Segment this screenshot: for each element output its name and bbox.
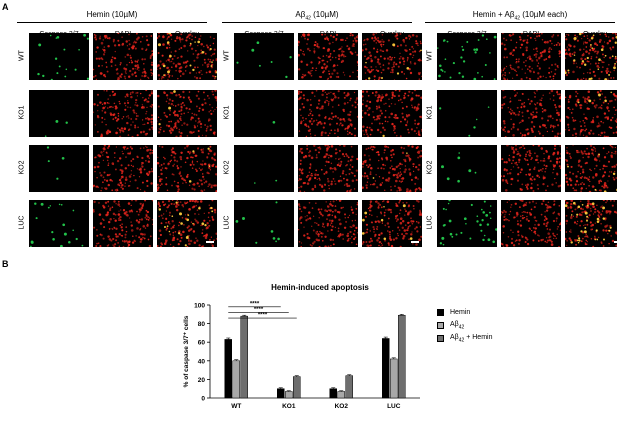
apoptosis-chart: Hemin-induced apoptosis 0 20 40 60 80 100 % of … bbox=[170, 280, 470, 420]
legend-swatch bbox=[437, 335, 444, 342]
legend-swatch bbox=[437, 322, 444, 329]
image-group-1: Hemin (10µM)Caspase 3/7DAPIOverlayWTKO1K… bbox=[17, 10, 207, 250]
image-group-2: Aβ42 (10µM)Caspase 3/7DAPIOverlayWTKO1KO… bbox=[222, 10, 412, 250]
row-label-luc: LUC bbox=[224, 202, 231, 242]
micrograph-caspase bbox=[29, 200, 89, 247]
panel-b-letter: B bbox=[2, 259, 9, 269]
significance-label: **** bbox=[258, 313, 268, 319]
x-tick-label: KO1 bbox=[282, 403, 296, 410]
image-group-3: Hemin + Aβ42 (10µM each)Caspase 3/7DAPIO… bbox=[425, 10, 615, 250]
legend-label: Aβ42 + Hemin bbox=[450, 334, 492, 343]
bar-Aβ42-+-Hemin bbox=[398, 315, 405, 398]
micrograph-dapi bbox=[501, 145, 561, 192]
legend-item: Aβ42 bbox=[437, 319, 492, 332]
y-tick-label: 80 bbox=[198, 321, 206, 328]
micrograph-overlay bbox=[565, 200, 617, 247]
micrograph-overlay bbox=[157, 90, 217, 137]
bar-Aβ42-+-Hemin bbox=[346, 376, 353, 398]
micrograph-caspase bbox=[234, 90, 294, 137]
row-label-wt: WT bbox=[224, 35, 231, 75]
y-tick-label: 0 bbox=[201, 396, 205, 403]
bar-Aβ42 bbox=[338, 391, 345, 398]
row-label-ko2: KO2 bbox=[19, 147, 26, 187]
group-rule bbox=[425, 22, 615, 23]
micrograph-caspase bbox=[437, 200, 497, 247]
micrograph-dapi bbox=[93, 145, 153, 192]
group-title: Hemin + Aβ42 (10µM each) bbox=[425, 10, 615, 22]
group-rule bbox=[17, 22, 207, 23]
micrograph-caspase bbox=[29, 33, 89, 80]
micrograph-dapi bbox=[93, 200, 153, 247]
row-label-wt: WT bbox=[19, 35, 26, 75]
bar-Aβ42-+-Hemin bbox=[293, 377, 300, 398]
micrograph-caspase bbox=[29, 145, 89, 192]
micrograph-caspase bbox=[437, 145, 497, 192]
group-title: Aβ42 (10µM) bbox=[222, 10, 412, 22]
chart-legend: Hemin Aβ42 Aβ42 + Hemin bbox=[437, 306, 492, 345]
micrograph-dapi bbox=[501, 90, 561, 137]
micrograph-dapi bbox=[298, 90, 358, 137]
bar-Aβ42-+-Hemin bbox=[241, 316, 248, 398]
x-tick-label: WT bbox=[231, 403, 241, 410]
chart-svg: Hemin-induced apoptosis 0 20 40 60 80 100 % of … bbox=[170, 280, 470, 420]
bar-Aβ42 bbox=[285, 391, 292, 398]
micrograph-dapi bbox=[501, 200, 561, 247]
micrograph-dapi bbox=[93, 90, 153, 137]
micrograph-dapi bbox=[298, 200, 358, 247]
bar-Aβ42 bbox=[233, 361, 240, 398]
legend-item: Aβ42 + Hemin bbox=[437, 332, 492, 345]
bar-Aβ42 bbox=[390, 359, 397, 398]
micrograph-dapi bbox=[501, 33, 561, 80]
micrograph-overlay bbox=[157, 145, 217, 192]
group-title: Hemin (10µM) bbox=[17, 10, 207, 19]
micrograph-caspase bbox=[29, 90, 89, 137]
x-tick-label: LUC bbox=[387, 403, 401, 410]
row-label-ko2: KO2 bbox=[427, 147, 434, 187]
micrograph-overlay bbox=[362, 200, 422, 247]
y-tick-label: 60 bbox=[198, 340, 206, 347]
legend-item: Hemin bbox=[437, 306, 492, 319]
chart-title: Hemin-induced apoptosis bbox=[271, 283, 369, 292]
scale-bar bbox=[206, 241, 214, 243]
row-label-ko1: KO1 bbox=[19, 92, 26, 132]
scale-bar bbox=[411, 241, 419, 243]
row-label-ko1: KO1 bbox=[427, 92, 434, 132]
micrograph-overlay bbox=[362, 145, 422, 192]
micrograph-overlay bbox=[157, 33, 217, 80]
micrograph-dapi bbox=[93, 33, 153, 80]
bar-Hemin bbox=[277, 389, 284, 398]
microscopy-panel: Hemin (10µM)Caspase 3/7DAPIOverlayWTKO1K… bbox=[0, 0, 617, 250]
micrograph-caspase bbox=[437, 90, 497, 137]
row-label-ko1: KO1 bbox=[224, 92, 231, 132]
micrograph-caspase bbox=[234, 145, 294, 192]
y-axis-label: % of caspase 3/7⁺ cells bbox=[183, 315, 190, 387]
micrograph-overlay bbox=[157, 200, 217, 247]
micrograph-dapi bbox=[298, 33, 358, 80]
row-label-luc: LUC bbox=[19, 202, 26, 242]
micrograph-overlay bbox=[565, 33, 617, 80]
micrograph-overlay bbox=[565, 90, 617, 137]
bar-Hemin bbox=[382, 338, 389, 398]
micrograph-overlay bbox=[362, 33, 422, 80]
micrograph-caspase bbox=[437, 33, 497, 80]
micrograph-overlay bbox=[565, 145, 617, 192]
x-tick-label: KO2 bbox=[335, 403, 349, 410]
micrograph-dapi bbox=[298, 145, 358, 192]
row-label-wt: WT bbox=[427, 35, 434, 75]
row-label-luc: LUC bbox=[427, 202, 434, 242]
group-rule bbox=[222, 22, 412, 23]
micrograph-caspase bbox=[234, 33, 294, 80]
y-tick-label: 40 bbox=[198, 358, 206, 365]
bar-Hemin bbox=[330, 389, 337, 398]
row-label-ko2: KO2 bbox=[224, 147, 231, 187]
bar-Hemin bbox=[225, 339, 232, 398]
legend-swatch bbox=[437, 309, 444, 316]
micrograph-caspase bbox=[234, 200, 294, 247]
y-tick-label: 20 bbox=[198, 377, 206, 384]
y-tick-label: 100 bbox=[194, 303, 205, 310]
micrograph-overlay bbox=[362, 90, 422, 137]
legend-label: Aβ42 bbox=[450, 321, 464, 330]
legend-label: Hemin bbox=[450, 309, 470, 316]
